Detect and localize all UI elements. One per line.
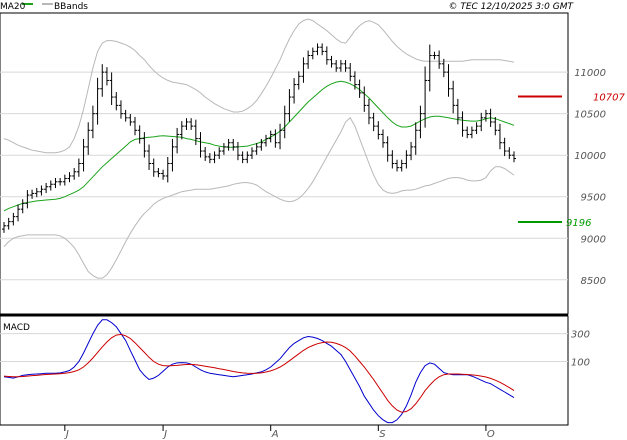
bbands-lower-line — [3, 117, 515, 279]
price-y-tick-label: 8500 — [581, 276, 606, 287]
bollinger-bands — [3, 18, 515, 279]
macd-title: MACD — [3, 323, 30, 333]
support-label: 9196 — [566, 218, 591, 229]
ma20-line — [3, 80, 515, 212]
ma20-legend-label: MA20 — [0, 2, 26, 12]
macd-y-tick-label: 100 — [571, 357, 590, 368]
price-y-tick-label: 10000 — [574, 151, 606, 162]
price-levels: 10707 9196 — [518, 92, 625, 229]
price-y-tick-label: 9500 — [581, 193, 606, 204]
bbands-legend-swatch — [42, 3, 53, 5]
signal-line — [3, 333, 515, 413]
x-tick-label: J — [162, 429, 167, 440]
ohlc-bars — [2, 43, 516, 233]
macd-lines — [3, 319, 515, 424]
ma20-polyline — [3, 80, 515, 212]
price-y-tick-label: 9000 — [581, 234, 606, 245]
x-tick-label: O — [487, 429, 495, 440]
y-axis-labels: 8500 9000 9500 10000 10500 11000 100 300 — [571, 68, 606, 368]
macd-panel-frame — [0, 315, 569, 426]
price-y-tick-label: 11000 — [574, 68, 606, 79]
price-y-tick-label: 10500 — [574, 110, 606, 121]
price-panel-frame — [0, 12, 569, 315]
bbands-legend-label: BBands — [54, 2, 88, 12]
macd-line — [3, 319, 515, 424]
bbands-upper-line — [3, 18, 515, 154]
ma20-legend-swatch — [22, 3, 33, 5]
macd-y-tick-label: 300 — [571, 330, 590, 341]
resistance-label: 10707 — [593, 92, 625, 103]
copyright-label: © TEC 12/10/2025 3:0 GMT — [448, 2, 574, 12]
x-tick-label: J — [64, 429, 69, 440]
x-tick-label: S — [379, 429, 386, 440]
x-tick-label: A — [271, 429, 279, 440]
macd-grid — [0, 333, 568, 362]
